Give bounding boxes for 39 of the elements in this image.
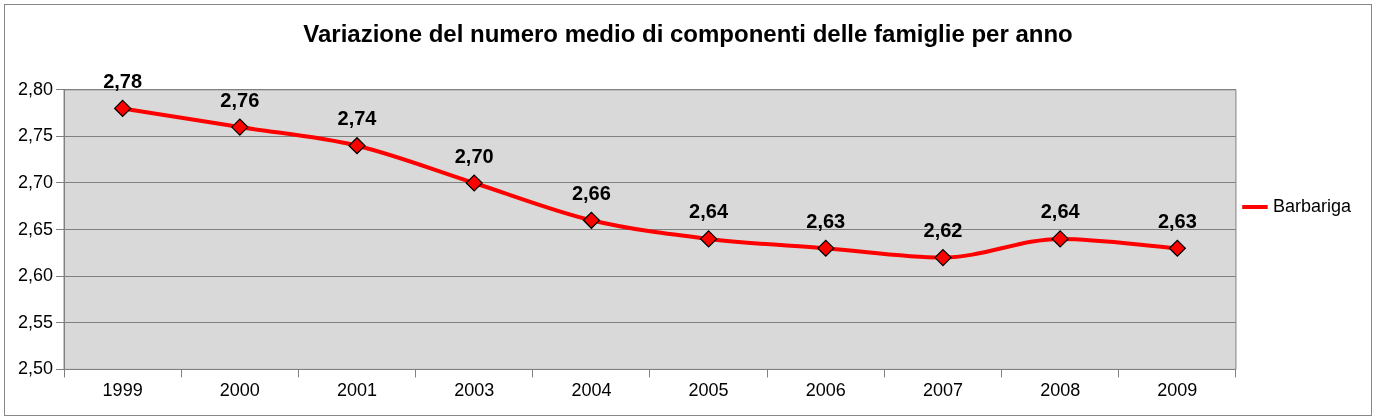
data-label: 2,62	[923, 219, 963, 242]
data-label: 2,74	[337, 107, 378, 130]
data-label: 2,78	[103, 69, 143, 92]
point	[231, 118, 249, 136]
y-tick-label: 2,65	[17, 218, 54, 239]
point	[582, 211, 600, 229]
data-label: 2,64	[1040, 200, 1081, 223]
x-tick-label: 2005	[688, 380, 729, 401]
y-tick-label: 2,75	[17, 125, 54, 146]
x-tick-label: 2007	[922, 380, 963, 401]
x-tick-label: 2003	[454, 380, 495, 401]
data-label: 2,66	[571, 181, 611, 204]
x-tick-label: 2001	[336, 380, 378, 401]
data-label: 2,64	[689, 200, 729, 223]
point	[699, 230, 718, 248]
x-tick-label: 1999	[102, 380, 143, 401]
x-tick-label: 2000	[219, 380, 260, 401]
point	[114, 99, 132, 118]
chart-title: Variazione del numero medio di componenti delle famiglie per anno	[303, 20, 1073, 48]
data-label: 2,63	[1157, 209, 1197, 232]
data-label: 2,76	[220, 88, 260, 111]
y-tick-label: 2,50	[17, 358, 54, 379]
point	[934, 248, 952, 267]
x-tick-label: 2004	[571, 380, 612, 401]
legend-label: Barbariga	[1272, 195, 1352, 216]
point	[1051, 230, 1069, 248]
data-label: 2,63	[806, 209, 846, 232]
point	[348, 137, 366, 155]
y-tick-label: 2,80	[17, 78, 54, 99]
y-tick-label: 2,55	[17, 311, 54, 332]
point	[465, 174, 483, 192]
x-tick-label: 2006	[805, 380, 846, 401]
x-tick-label: 2009	[1157, 380, 1198, 401]
point	[1168, 239, 1186, 257]
y-tick-label: 2,60	[17, 265, 54, 286]
y-tick-label: 2,70	[17, 171, 54, 192]
data-label: 2,70	[454, 144, 494, 167]
x-tick-label: 2008	[1040, 380, 1081, 401]
point	[817, 239, 835, 257]
